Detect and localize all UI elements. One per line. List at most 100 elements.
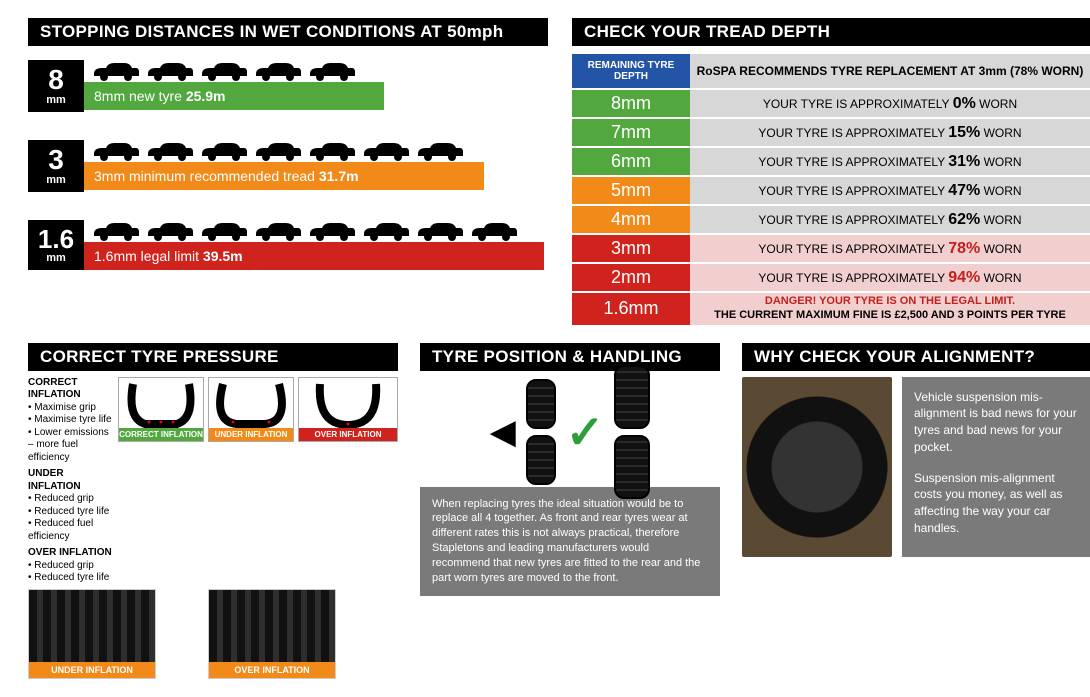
- tyre-icon: [526, 379, 556, 429]
- pressure-panel: CORRECT TYRE PRESSURE CORRECT INFLATION …: [28, 343, 398, 679]
- alignment-p2: Suspension mis-alignment costs you money…: [914, 470, 1080, 537]
- car-icon: [144, 60, 194, 82]
- list-item: Reduced grip: [28, 560, 114, 573]
- tread-row: 4mmYOUR TYRE IS APPROXIMATELY 62% WORN: [572, 206, 1090, 233]
- tread-msg-cell: YOUR TYRE IS APPROXIMATELY 62% WORN: [690, 206, 1090, 233]
- list-item: Maximise grip: [28, 402, 114, 415]
- tread-row: 5mmYOUR TYRE IS APPROXIMATELY 47% WORN: [572, 177, 1090, 204]
- car-icon: [306, 140, 356, 162]
- car-icon: [198, 60, 248, 82]
- car-icon: [252, 140, 302, 162]
- car-icon: [198, 220, 248, 242]
- tread-depth-cell: 6mm: [572, 148, 690, 175]
- car-icon: [306, 60, 356, 82]
- car-icon: [90, 140, 140, 162]
- check-icon: ✓: [566, 405, 605, 459]
- car-strip: [84, 60, 548, 82]
- list-item: Reduced tyre life: [28, 506, 114, 519]
- car-icon: [90, 220, 140, 242]
- tread-col-depth: REMAINING TYRE DEPTH: [572, 54, 690, 88]
- tread-depth-panel: CHECK YOUR TREAD DEPTH REMAINING TYRE DE…: [572, 18, 1090, 327]
- inflation-icon: [209, 378, 293, 428]
- car-icon: [468, 220, 518, 242]
- stopping-header: STOPPING DISTANCES IN WET CONDITIONS AT …: [28, 18, 548, 46]
- car-icon: [144, 220, 194, 242]
- distance-bar: 3mm minimum recommended tread 31.7m: [84, 162, 484, 190]
- danger-line1: DANGER! YOUR TYRE IS ON THE LEGAL LIMIT.: [694, 295, 1086, 309]
- position-panel: TYRE POSITION & HANDLING ◀ ✓ When replac: [420, 343, 720, 679]
- alignment-photo: [742, 377, 892, 557]
- list-item: Lower emissions – more fuel efficiency: [28, 427, 114, 465]
- car-icon: [252, 60, 302, 82]
- tread-msg-cell: YOUR TYRE IS APPROXIMATELY 47% WORN: [690, 177, 1090, 204]
- tread-danger-msg: DANGER! YOUR TYRE IS ON THE LEGAL LIMIT.…: [690, 293, 1090, 325]
- list-item: Reduced fuel efficiency: [28, 518, 114, 543]
- stopping-distances-panel: STOPPING DISTANCES IN WET CONDITIONS AT …: [28, 18, 548, 327]
- car-icon: [90, 60, 140, 82]
- car-strip: [84, 220, 548, 242]
- list-item: Reduced tyre life: [28, 572, 114, 585]
- tread-header: CHECK YOUR TREAD DEPTH: [572, 18, 1090, 46]
- inflation-icon: [299, 378, 397, 428]
- car-icon: [360, 220, 410, 242]
- inflation-icon: [119, 378, 203, 428]
- pressure-text: CORRECT INFLATION Maximise gripMaximise …: [28, 377, 114, 585]
- position-header: TYRE POSITION & HANDLING: [420, 343, 720, 371]
- tread-depth-cell: 7mm: [572, 119, 690, 146]
- distance-bar: 1.6mm legal limit 39.5m: [84, 242, 544, 270]
- tyre-icon: [614, 435, 650, 499]
- alignment-header: WHY CHECK YOUR ALIGNMENT?: [742, 343, 1090, 371]
- car-icon: [144, 140, 194, 162]
- car-icon: [198, 140, 248, 162]
- alignment-p1: Vehicle suspension mis-alignment is bad …: [914, 389, 1080, 456]
- pressure-header: CORRECT TYRE PRESSURE: [28, 343, 398, 371]
- tread-table: REMAINING TYRE DEPTH RoSPA RECOMMENDS TY…: [572, 52, 1090, 327]
- tread-msg-cell: YOUR TYRE IS APPROXIMATELY 78% WORN: [690, 235, 1090, 262]
- tread-danger-depth: 1.6mm: [572, 293, 690, 325]
- pressure-box-label: UNDER INFLATION: [209, 428, 293, 441]
- tyre-icon: [614, 365, 650, 429]
- alignment-text: Vehicle suspension mis-alignment is bad …: [902, 377, 1090, 557]
- position-note: When replacing tyres the ideal situation…: [420, 487, 720, 596]
- pressure-photo-over: OVER INFLATION: [208, 589, 336, 679]
- list-item: Reduced grip: [28, 493, 114, 506]
- tread-row: 6mmYOUR TYRE IS APPROXIMATELY 31% WORN: [572, 148, 1090, 175]
- car-icon: [252, 220, 302, 242]
- depth-badge: 1.6mm: [28, 220, 84, 270]
- car-icon: [306, 220, 356, 242]
- tread-msg-cell: YOUR TYRE IS APPROXIMATELY 15% WORN: [690, 119, 1090, 146]
- stopping-row: 1.6mm1.6mm legal limit 39.5m: [28, 220, 548, 270]
- tread-depth-cell: 5mm: [572, 177, 690, 204]
- tread-depth-cell: 3mm: [572, 235, 690, 262]
- tread-row: 8mmYOUR TYRE IS APPROXIMATELY 0% WORN: [572, 90, 1090, 117]
- tread-depth-cell: 2mm: [572, 264, 690, 291]
- pressure-box: CORRECT INFLATION: [118, 377, 204, 442]
- pressure-box: OVER INFLATION: [298, 377, 398, 442]
- distance-bar: 8mm new tyre 25.9m: [84, 82, 384, 110]
- stopping-row: 3mm3mm minimum recommended tread 31.7m: [28, 140, 548, 192]
- pressure-box: UNDER INFLATION: [208, 377, 294, 442]
- tread-row: 7mmYOUR TYRE IS APPROXIMATELY 15% WORN: [572, 119, 1090, 146]
- car-icon: [414, 220, 464, 242]
- tread-msg-cell: YOUR TYRE IS APPROXIMATELY 0% WORN: [690, 90, 1090, 117]
- list-item: Maximise tyre life: [28, 414, 114, 427]
- car-strip: [84, 140, 548, 162]
- car-icon: [360, 140, 410, 162]
- alignment-panel: WHY CHECK YOUR ALIGNMENT? Vehicle suspen…: [742, 343, 1090, 679]
- tyre-icon: [526, 435, 556, 485]
- depth-badge: 8mm: [28, 60, 84, 112]
- under-h: UNDER INFLATION: [28, 468, 114, 493]
- tread-msg-cell: YOUR TYRE IS APPROXIMATELY 94% WORN: [690, 264, 1090, 291]
- over-h: OVER INFLATION: [28, 547, 114, 560]
- tread-row: 3mmYOUR TYRE IS APPROXIMATELY 78% WORN: [572, 235, 1090, 262]
- tread-msg-cell: YOUR TYRE IS APPROXIMATELY 31% WORN: [690, 148, 1090, 175]
- photo1-label: UNDER INFLATION: [29, 662, 155, 678]
- pressure-photo-under: UNDER INFLATION: [28, 589, 156, 679]
- pressure-box-label: CORRECT INFLATION: [119, 428, 203, 441]
- tread-row: 2mmYOUR TYRE IS APPROXIMATELY 94% WORN: [572, 264, 1090, 291]
- photo2-label: OVER INFLATION: [209, 662, 335, 678]
- tread-depth-cell: 4mm: [572, 206, 690, 233]
- danger-line2: THE CURRENT MAXIMUM FINE IS £2,500 AND 3…: [694, 309, 1086, 323]
- correct-h: CORRECT INFLATION: [28, 377, 114, 402]
- stopping-row: 8mm8mm new tyre 25.9m: [28, 60, 548, 112]
